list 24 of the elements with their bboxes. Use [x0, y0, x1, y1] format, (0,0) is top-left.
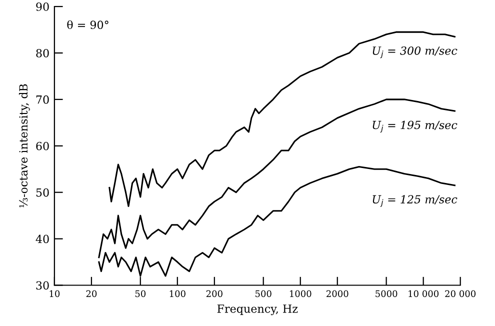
y-tick-label: 90	[36, 2, 49, 11]
x-tick-label: 2000	[326, 290, 348, 298]
annotation: θ = 90°	[67, 20, 108, 30]
x-axis-title: Frequency, Hz	[217, 304, 298, 316]
y-tick-label: 60	[36, 142, 49, 150]
x-tick-label: 5000	[376, 290, 398, 298]
x-tick-label: 500	[256, 290, 272, 298]
x-tick-label: 10	[50, 290, 60, 298]
x-tick-label: 50	[135, 290, 146, 298]
y-tick-label: 30	[36, 281, 49, 290]
y-tick-label: 50	[36, 188, 49, 197]
series-label: U$_{j}$ = 125 m/sec	[372, 195, 458, 207]
y-tick-label: 40	[36, 234, 49, 244]
x-tick-label: 200	[206, 290, 222, 298]
x-tick-label: 20 000	[445, 290, 476, 298]
y-axis-title: ⅓-octave intensity, dB	[18, 84, 30, 208]
x-tick-label: 1000	[290, 290, 312, 298]
y-tick-label: 70	[36, 95, 49, 104]
series-label: U$_{j}$ = 195 m/sec	[372, 120, 458, 132]
x-tick-label: 20	[86, 290, 97, 298]
y-tick-label: 80	[36, 48, 49, 58]
series-label: U$_{j}$ = 300 m/sec	[372, 46, 458, 58]
x-tick-label: 100	[170, 290, 186, 298]
x-tick-label: 10 000	[408, 290, 439, 298]
